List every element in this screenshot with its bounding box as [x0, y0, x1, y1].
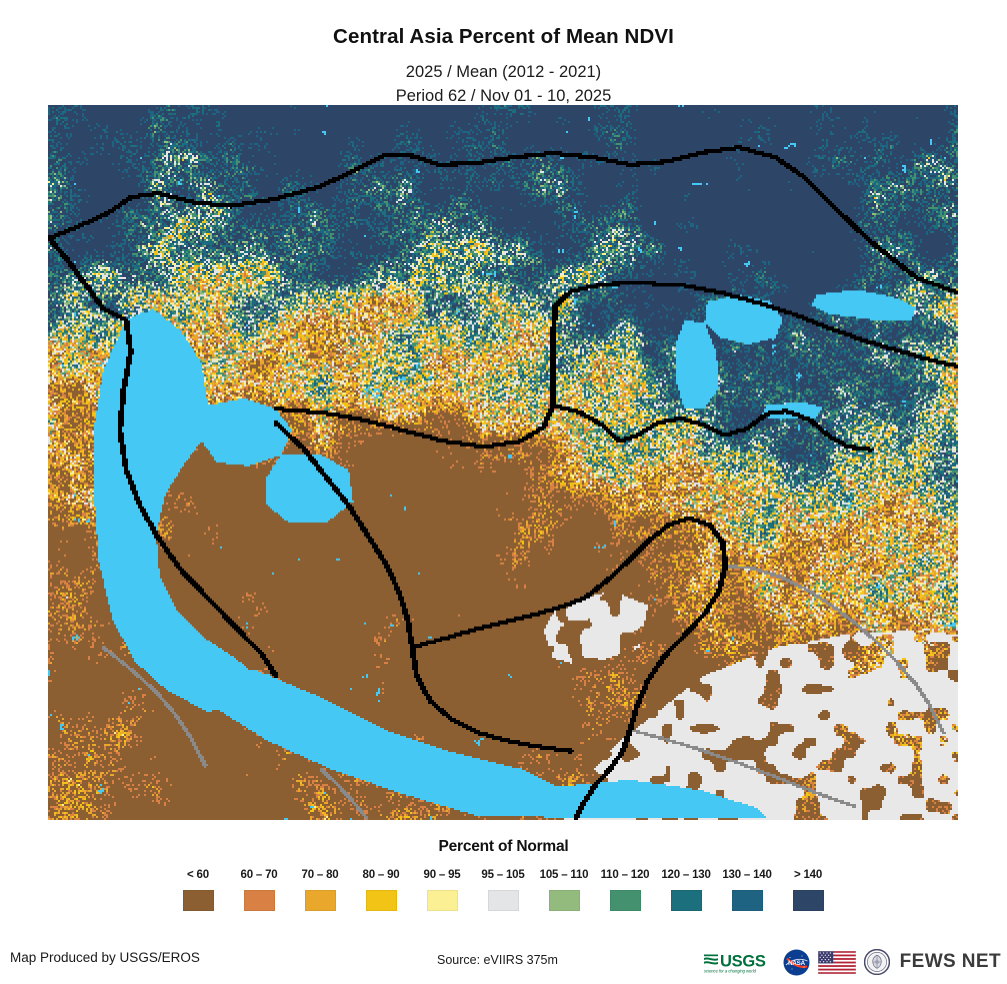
svg-text:USGS: USGS	[720, 953, 766, 971]
subtitle-period-mean: 2025 / Mean (2012 - 2021)	[405, 63, 602, 81]
legend: Percent of Normal < 60 60 – 70 70 – 80 80 –…	[0, 838, 1007, 921]
legend-label: 80 – 90	[362, 869, 400, 881]
fews-net-wordmark: FEWS NET	[899, 951, 1001, 972]
svg-text:NASA: NASA	[788, 960, 805, 967]
page-title: Central Asia Percent of Mean NDVI	[333, 25, 674, 48]
legend-title: Percent of Normal	[438, 838, 569, 855]
map-image-frame	[48, 105, 958, 820]
legend-label: 60 – 70	[240, 869, 278, 881]
legend-label: 70 – 80	[301, 869, 339, 881]
legend-label: 120 – 130	[661, 869, 711, 881]
legend-label: 95 – 105	[481, 869, 525, 881]
legend-item: 60 – 70	[229, 869, 290, 911]
us-state-department-seal	[863, 949, 890, 975]
legend-item: > 140	[778, 869, 839, 911]
legend-label: > 140	[793, 869, 823, 881]
legend-item: 120 – 130	[656, 869, 717, 911]
produced-by-credit: Map Produced by USGS/EROS	[10, 950, 200, 965]
legend-swatch	[487, 890, 519, 911]
svg-text:science for a changing world: science for a changing world	[704, 968, 757, 973]
legend-swatch	[304, 890, 336, 911]
legend-swatch	[182, 890, 214, 911]
legend-item: < 60	[168, 869, 229, 911]
legend-label: 90 – 95	[423, 869, 461, 881]
logo-bar: USGS science for a changing world NASA	[703, 942, 1001, 982]
legend-swatch	[609, 890, 641, 911]
legend-item: 80 – 90	[351, 869, 412, 911]
title-block: Central Asia Percent of Mean NDVI 2025 /…	[0, 0, 1007, 109]
usgs-logo: USGS science for a changing world	[703, 953, 766, 973]
data-source-note: Source: eVIIRS 375m	[437, 953, 558, 967]
legend-item: 95 – 105	[473, 869, 534, 911]
legend-label: 110 – 120	[600, 869, 650, 881]
legend-item: 90 – 95	[412, 869, 473, 911]
legend-item: 70 – 80	[290, 869, 351, 911]
usa-flag-logo	[817, 950, 856, 974]
legend-item: 110 – 120	[595, 869, 656, 911]
legend-swatch	[670, 890, 702, 911]
legend-swatch	[243, 890, 275, 911]
legend-swatch	[365, 890, 397, 911]
legend-label: 130 – 140	[722, 869, 772, 881]
legend-swatch	[792, 890, 824, 911]
subtitle-dekad-dates: Period 62 / Nov 01 - 10, 2025	[395, 87, 612, 106]
legend-label: < 60	[187, 869, 209, 881]
footer: Map Produced by USGS/EROS Source: eVIIRS…	[0, 946, 1007, 984]
legend-item: 105 – 110	[534, 869, 595, 911]
legend-label: 105 – 110	[539, 869, 589, 881]
ndvi-raster-map	[48, 105, 958, 820]
legend-swatch	[548, 890, 580, 911]
nasa-logo: NASA	[783, 949, 810, 975]
legend-items: < 60 60 – 70 70 – 80 80 – 90 90 – 95 95 – 105…	[168, 869, 840, 921]
legend-swatch	[731, 890, 763, 911]
legend-item: 130 – 140	[717, 869, 778, 911]
legend-swatch	[426, 890, 458, 911]
